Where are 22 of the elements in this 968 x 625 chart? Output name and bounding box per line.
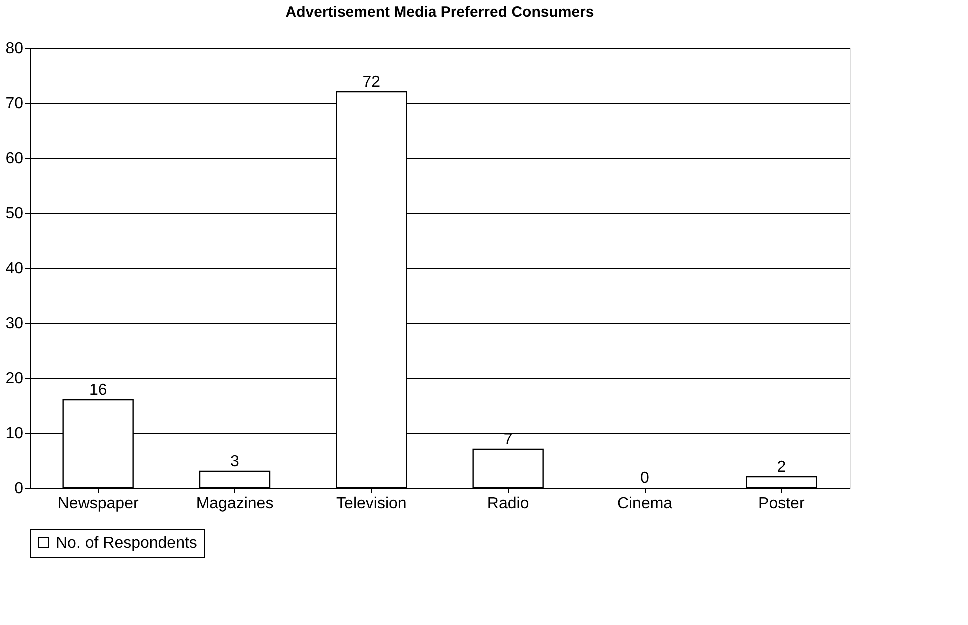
legend-label: No. of Respondents: [56, 535, 198, 552]
data-label: 2: [777, 459, 786, 476]
chart-title: Advertisement Media Preferred Consumers: [286, 4, 594, 21]
data-label: 0: [640, 470, 650, 487]
y-tick-label: 60: [6, 150, 24, 168]
y-tick-label: 50: [6, 206, 24, 222]
y-tick-label: 70: [6, 96, 24, 112]
data-label: 3: [230, 454, 240, 470]
x-tick-label: Poster: [758, 496, 806, 512]
x-tick-label: Newspaper: [58, 496, 140, 512]
x-tick-label: Television: [336, 496, 407, 512]
x-tick-label: Radio: [487, 496, 530, 512]
y-tick-label: 80: [6, 40, 24, 58]
y-tick-label: 30: [6, 316, 24, 332]
y-tick-label: 0: [14, 480, 24, 498]
x-tick-label: Magazines: [196, 496, 274, 512]
data-label: 72: [362, 74, 381, 91]
data-label: 16: [89, 382, 108, 399]
y-tick-label: 20: [6, 370, 24, 388]
y-tick-label: 40: [6, 260, 24, 278]
y-tick-label: 10: [6, 426, 24, 442]
x-tick-label: Cinema: [617, 496, 673, 512]
